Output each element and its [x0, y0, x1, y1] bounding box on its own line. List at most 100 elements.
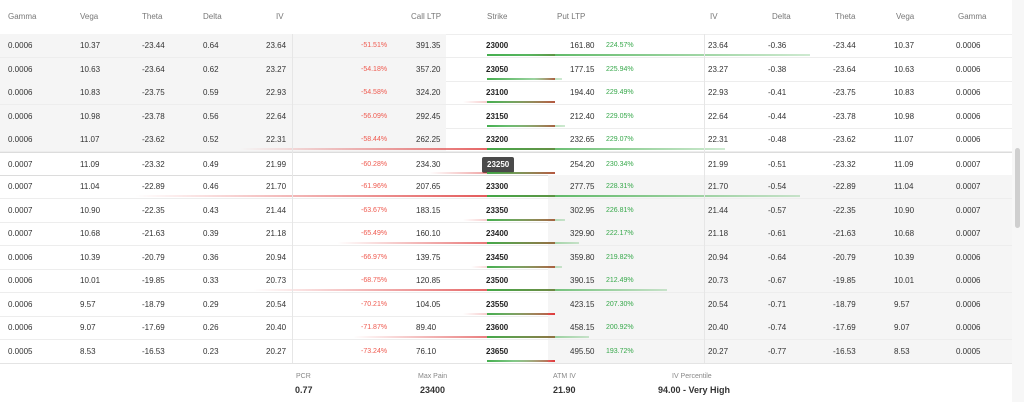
call-theta: -22.89 [142, 182, 165, 191]
call-vega: 10.01 [80, 276, 101, 285]
put-oi-bar [487, 289, 667, 291]
call-gamma: 0.0006 [8, 135, 33, 144]
table-row[interactable]: 0.0006 9.57 -18.79 0.29 20.54 -70.21% 104.05 42… [0, 292, 1012, 317]
strike-price[interactable]: 23500 [486, 276, 509, 285]
put-vega: 10.83 [894, 88, 915, 97]
call-delta: 0.59 [203, 88, 219, 97]
put-ltp: 423.15 [570, 299, 595, 309]
vertical-scrollbar[interactable] [1012, 0, 1024, 402]
header-put-gamma: Gamma [958, 12, 987, 21]
strike-price[interactable]: 23450 [486, 252, 509, 262]
put-change-pct: 229.05% [606, 112, 634, 120]
iv-percentile-label: IV Percentile [672, 373, 712, 380]
strike-price[interactable]: 23400 [486, 229, 509, 238]
strike-price[interactable]: 23000 [486, 41, 509, 50]
header-call-delta: Delta [203, 12, 222, 21]
put-iv: 22.64 [708, 111, 729, 121]
strike-price[interactable]: 23100 [486, 88, 509, 97]
call-theta: -20.79 [142, 252, 165, 262]
strike-price[interactable]: 23300 [486, 182, 509, 191]
call-iv: 22.93 [266, 88, 287, 97]
put-change-pct: 219.82% [606, 253, 634, 261]
table-row[interactable]: 0.0007 11.09 -23.32 0.49 21.99 -60.28% 234.30 2… [0, 151, 1012, 176]
table-row[interactable]: 0.0007 10.68 -21.63 0.39 21.18 -65.49% 160.10 3… [0, 222, 1012, 246]
put-theta: -23.78 [833, 111, 856, 121]
call-iv: 20.27 [266, 346, 287, 356]
call-ltp: 262.25 [416, 135, 441, 144]
call-change-pct: -66.97% [361, 253, 388, 261]
call-theta: -21.63 [142, 229, 165, 238]
table-row[interactable]: 0.0006 10.63 -23.64 0.62 23.27 -54.18% 357.20 1… [0, 57, 1012, 82]
call-theta: -23.62 [142, 135, 165, 144]
call-ltp: 234.30 [416, 159, 441, 169]
table-row[interactable]: 0.0006 10.83 -23.75 0.59 22.93 -54.58% 324.20 1… [0, 81, 1012, 105]
call-gamma: 0.0005 [8, 346, 33, 356]
put-change-pct: 226.81% [606, 206, 634, 214]
put-oi-bar [487, 242, 579, 244]
row-shade [0, 104, 446, 128]
strike-price[interactable]: 23050 [486, 64, 509, 74]
call-theta: -19.85 [142, 276, 165, 285]
call-delta: 0.52 [203, 135, 219, 144]
table-row[interactable]: 0.0006 10.39 -20.79 0.36 20.94 -66.97% 139.75 3… [0, 245, 1012, 270]
call-ltp: 120.85 [416, 276, 441, 285]
strike-price[interactable]: 23200 [486, 135, 509, 144]
summary-footer: PCR 0.77 Max Pain 23400 ATM IV 21.90 IV … [0, 363, 1012, 403]
call-oi-bar [337, 242, 555, 244]
call-iv: 21.70 [266, 182, 287, 191]
call-iv: 22.64 [266, 111, 287, 121]
put-vega: 10.63 [894, 64, 915, 74]
table-row[interactable]: 0.0007 10.90 -22.35 0.43 21.44 -63.67% 183.15 3… [0, 198, 1012, 223]
call-theta: -23.78 [142, 111, 165, 121]
put-ltp: 254.20 [570, 159, 595, 169]
table-row[interactable]: 0.0006 10.98 -23.78 0.56 22.64 -56.09% 292.45 2… [0, 104, 1012, 129]
put-vega: 10.01 [894, 276, 915, 285]
strike-price[interactable]: 23150 [486, 111, 509, 121]
put-oi-bar [487, 265, 562, 268]
put-iv: 21.70 [708, 182, 729, 191]
row-shade [548, 316, 1012, 339]
put-gamma: 0.0006 [956, 64, 981, 74]
put-gamma: 0.0006 [956, 299, 981, 309]
call-change-pct: -63.67% [361, 206, 388, 214]
strike-price[interactable]: 23350 [486, 205, 509, 215]
put-delta: -0.64 [768, 252, 787, 262]
put-oi-bar [487, 54, 810, 56]
table-row[interactable]: 0.0006 9.07 -17.69 0.26 20.40 -71.87% 89.40 458… [0, 316, 1012, 340]
call-vega: 10.39 [80, 252, 101, 262]
scrollbar-thumb[interactable] [1015, 148, 1020, 228]
strike-price[interactable]: 23650 [486, 346, 509, 356]
row-shade [0, 34, 446, 57]
put-ltp: 458.15 [570, 323, 595, 332]
put-theta: -23.44 [833, 41, 856, 50]
put-theta: -17.69 [833, 323, 856, 332]
max-pain-label: Max Pain [418, 373, 448, 380]
put-theta: -21.63 [833, 229, 856, 238]
call-theta: -23.44 [142, 41, 165, 50]
call-ltp: 89.40 [416, 323, 437, 332]
put-vega: 11.09 [894, 159, 914, 169]
put-gamma: 0.0005 [956, 346, 981, 356]
call-change-pct: -56.09% [361, 112, 388, 120]
put-delta: -0.48 [768, 135, 787, 144]
table-row[interactable]: 0.0006 10.37 -23.44 0.64 23.64 -51.51% 391.35 1… [0, 34, 1012, 58]
table-row[interactable]: 0.0006 10.01 -19.85 0.33 20.73 -68.75% 120.85 3… [0, 269, 1012, 293]
put-change-pct: 225.94% [606, 65, 634, 73]
put-vega: 10.68 [894, 229, 915, 238]
strike-atm-badge[interactable]: 23250 [482, 156, 515, 173]
row-shade [548, 222, 1012, 245]
call-delta: 0.36 [203, 252, 219, 262]
strike-price[interactable]: 23550 [486, 299, 509, 309]
put-oi-bar [487, 195, 800, 197]
put-change-pct: 228.31% [606, 183, 634, 190]
table-row[interactable]: 0.0007 11.04 -22.89 0.46 21.70 -61.96% 207.65 2… [0, 175, 1012, 199]
put-delta: -0.38 [768, 64, 787, 74]
call-ltp: 104.05 [416, 299, 441, 309]
strike-price[interactable]: 23600 [486, 323, 509, 332]
call-iv: 20.54 [266, 299, 287, 309]
put-iv: 20.27 [708, 346, 729, 356]
put-iv: 22.31 [708, 135, 729, 144]
header-strike: Strike [487, 12, 508, 21]
table-row[interactable]: 0.0005 8.53 -16.53 0.23 20.27 -73.24% 76.10 495… [0, 339, 1012, 364]
table-row[interactable]: 0.0006 11.07 -23.62 0.52 22.31 -58.44% 262.25 2… [0, 128, 1012, 152]
